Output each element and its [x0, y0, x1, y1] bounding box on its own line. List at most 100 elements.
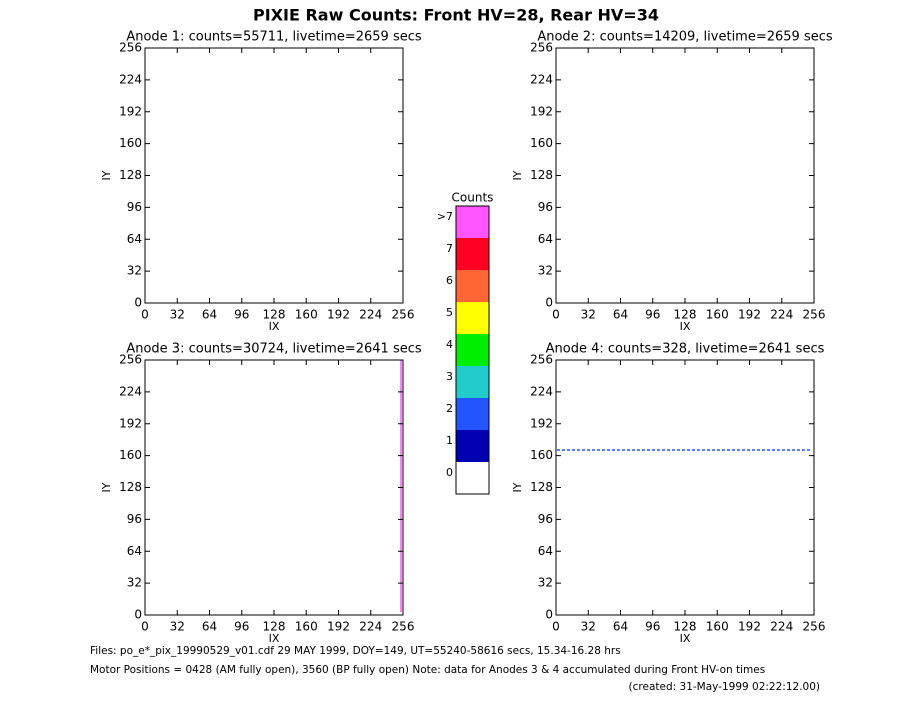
- x-axis-label: IX: [680, 632, 691, 645]
- panel-title: Anode 3: counts=30724, livetime=2641 sec…: [126, 342, 422, 357]
- y-tick-label: 192: [119, 104, 142, 118]
- y-tick-label: 224: [530, 72, 553, 86]
- x-axis-label: IX: [269, 320, 280, 333]
- panel-title: Anode 4: counts=328, livetime=2641 secs: [546, 342, 825, 357]
- y-tick-label: 128: [119, 168, 142, 182]
- colorbar-cell: [456, 238, 489, 270]
- y-tick-label: 64: [127, 544, 142, 558]
- y-tick-label: 192: [530, 104, 553, 118]
- y-tick-label: 160: [530, 136, 553, 150]
- x-tick-label: 64: [202, 308, 217, 322]
- x-tick-label: 64: [202, 620, 217, 634]
- y-tick-label: 128: [530, 168, 553, 182]
- y-tick-label: 224: [119, 384, 142, 398]
- y-tick-label: 160: [530, 448, 553, 462]
- x-tick-label: 0: [552, 620, 560, 634]
- y-tick-label: 256: [530, 353, 553, 367]
- x-tick-label: 224: [359, 620, 382, 634]
- chart-title: PIXIE Raw Counts: Front HV=28, Rear HV=3…: [253, 6, 659, 25]
- plot-area: [555, 47, 815, 304]
- y-tick-label: 192: [530, 416, 553, 430]
- x-tick-label: 256: [392, 620, 415, 634]
- x-tick-label: 64: [613, 308, 628, 322]
- x-tick-label: 256: [392, 308, 415, 322]
- x-tick-label: 128: [263, 620, 286, 634]
- x-tick-label: 32: [170, 620, 185, 634]
- y-axis-label: IY: [511, 170, 524, 180]
- plot-area: [144, 47, 404, 304]
- x-tick-label: 256: [803, 620, 826, 634]
- y-tick-label: 160: [119, 448, 142, 462]
- x-tick-label: 128: [674, 308, 697, 322]
- x-tick-label: 32: [581, 620, 596, 634]
- colorbar-cell: [456, 334, 489, 366]
- y-tick-label: 256: [119, 41, 142, 55]
- y-tick-label: 96: [127, 200, 142, 214]
- y-tick-label: 32: [127, 576, 142, 590]
- y-tick-label: 32: [127, 264, 142, 278]
- panel-title: Anode 2: counts=14209, livetime=2659 sec…: [537, 30, 833, 45]
- colorbar-label: 3: [446, 370, 453, 383]
- y-tick-label: 256: [530, 41, 553, 55]
- x-axis-label: IX: [269, 632, 280, 645]
- y-tick-label: 96: [127, 512, 142, 526]
- x-tick-label: 256: [803, 308, 826, 322]
- y-tick-label: 32: [538, 264, 553, 278]
- footer-files: Files: po_e*_pix_19990529_v01.cdf 29 MAY…: [90, 645, 621, 657]
- colorbar-cell: [456, 206, 489, 238]
- y-tick-label: 224: [119, 72, 142, 86]
- x-tick-label: 32: [170, 308, 185, 322]
- x-tick-label: 128: [263, 308, 286, 322]
- colorbar-cell: [456, 430, 489, 462]
- footer-created: (created: 31-May-1999 02:22:12.00): [629, 681, 820, 693]
- plot-area: [555, 359, 815, 616]
- x-tick-label: 192: [327, 308, 350, 322]
- panel-title: Anode 1: counts=55711, livetime=2659 sec…: [126, 30, 422, 45]
- colorbar-title: Counts: [452, 191, 494, 205]
- x-tick-label: 96: [234, 620, 249, 634]
- colorbar-frame: [455, 205, 490, 495]
- colorbar-label: >7: [437, 210, 453, 223]
- x-tick-label: 0: [141, 620, 149, 634]
- y-tick-label: 96: [538, 200, 553, 214]
- x-tick-label: 0: [141, 308, 149, 322]
- x-tick-label: 64: [613, 620, 628, 634]
- colorbar-cell: [456, 366, 489, 398]
- x-axis-label: IX: [680, 320, 691, 333]
- colorbar-label: 7: [446, 242, 453, 255]
- y-tick-label: 32: [538, 576, 553, 590]
- x-tick-label: 96: [234, 308, 249, 322]
- y-tick-label: 128: [119, 480, 142, 494]
- y-tick-label: 256: [119, 353, 142, 367]
- y-tick-label: 64: [538, 232, 553, 246]
- x-tick-label: 160: [706, 620, 729, 634]
- x-tick-label: 192: [738, 308, 761, 322]
- x-tick-label: 224: [359, 308, 382, 322]
- y-axis-label: IY: [100, 170, 113, 180]
- colorbar-label: 0: [446, 466, 453, 479]
- colorbar-label: 2: [446, 402, 453, 415]
- x-tick-label: 224: [770, 620, 793, 634]
- y-tick-label: 64: [538, 544, 553, 558]
- colorbar-cell: [456, 462, 489, 494]
- x-tick-label: 32: [581, 308, 596, 322]
- colorbar-label: 6: [446, 274, 453, 287]
- x-tick-label: 192: [738, 620, 761, 634]
- y-tick-label: 0: [545, 296, 553, 310]
- x-tick-label: 224: [770, 308, 793, 322]
- y-tick-label: 64: [127, 232, 142, 246]
- y-tick-label: 160: [119, 136, 142, 150]
- y-tick-label: 0: [134, 296, 142, 310]
- colorbar-label: 4: [446, 338, 453, 351]
- x-tick-label: 192: [327, 620, 350, 634]
- y-tick-label: 0: [134, 608, 142, 622]
- y-tick-label: 192: [119, 416, 142, 430]
- colorbar-cell: [456, 302, 489, 334]
- y-axis-label: IY: [100, 482, 113, 492]
- y-tick-label: 224: [530, 384, 553, 398]
- y-tick-label: 96: [538, 512, 553, 526]
- colorbar-label: 5: [446, 306, 453, 319]
- x-tick-label: 160: [295, 620, 318, 634]
- colorbar-cell: [456, 398, 489, 430]
